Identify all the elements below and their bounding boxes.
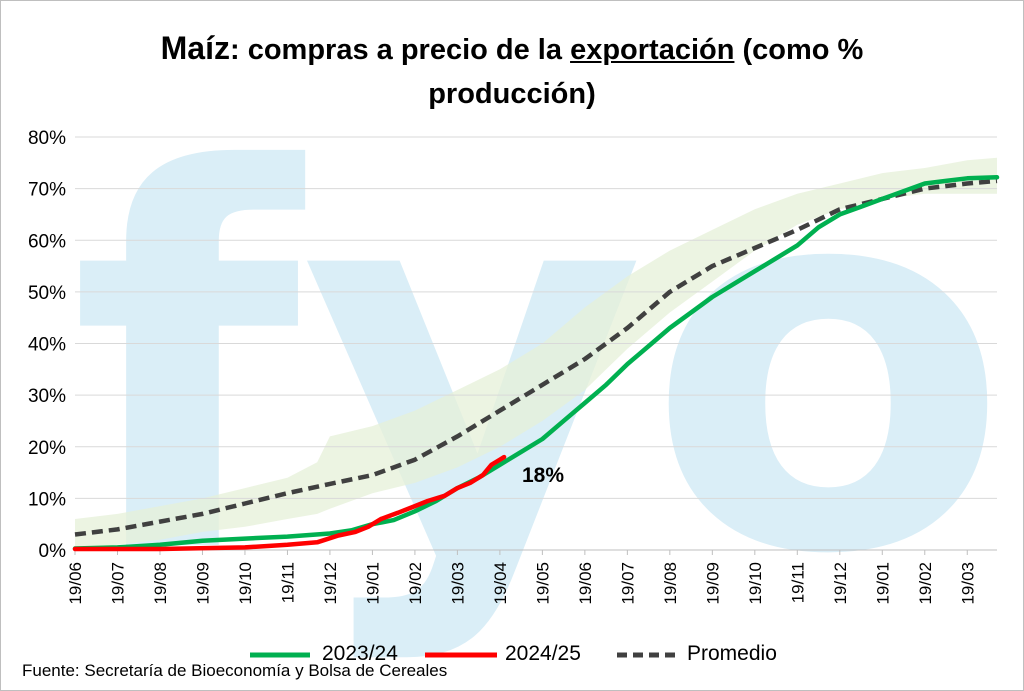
- x-tick-label: 19/12: [831, 562, 850, 605]
- legend-swatch-2023-24: [250, 652, 310, 658]
- y-tick-label: 70%: [28, 180, 66, 201]
- x-tick-label: 19/07: [618, 562, 637, 605]
- annotation-label: 18%: [522, 464, 564, 487]
- y-tick-label: 20%: [28, 438, 66, 459]
- title-part-4: (como %: [734, 34, 864, 66]
- series-lines: [72, 175, 1000, 552]
- x-tick-label: 19/09: [703, 562, 722, 605]
- title-part-3: exportación: [570, 34, 735, 66]
- x-tick-label: 19/10: [236, 562, 255, 605]
- chart-title: Maíz: compras a precio de la exportación…: [0, 26, 1024, 116]
- x-tick-label: 19/12: [321, 562, 340, 605]
- title-part-1: Maíz: [160, 30, 230, 66]
- y-tick-label: 80%: [28, 128, 66, 149]
- y-tick-label: 60%: [28, 231, 66, 252]
- x-tick-label: 19/08: [661, 562, 680, 605]
- x-tick-label: 19/03: [448, 562, 467, 605]
- x-tick-label: 19/08: [151, 562, 170, 605]
- legend-swatch-promedio: [617, 652, 675, 658]
- y-tick-label: 30%: [28, 386, 66, 407]
- legend-label-promedio: Promedio: [687, 642, 777, 665]
- annotations: 18%: [522, 464, 564, 487]
- y-tick-label: 10%: [28, 489, 66, 510]
- gridlines: [75, 136, 997, 551]
- x-tick-label: 19/02: [916, 562, 935, 605]
- x-tick-label: 19/05: [533, 562, 552, 605]
- legend-swatch-2024-25: [425, 652, 497, 658]
- x-tick-label: 19/03: [958, 562, 977, 605]
- x-tick-label: 19/02: [406, 562, 425, 605]
- x-tick-label: 19/10: [746, 562, 765, 605]
- series-line-2024-25: [72, 454, 507, 552]
- source-note: Fuente: Secretaría de Bioeconomía y Bols…: [22, 661, 448, 680]
- x-tick-label: 19/09: [193, 562, 212, 605]
- band-area: [75, 157, 997, 550]
- title-part-2: : compras a precio de la: [229, 34, 571, 66]
- x-tick-label: 19/07: [108, 562, 127, 605]
- legend: 2023/24 2024/25 Promedio: [0, 641, 1024, 669]
- series-line-promedio: [74, 178, 998, 537]
- y-axis-ticks: 0% 10% 20% 30% 40% 50% 60% 70% 80%: [28, 128, 66, 562]
- x-tick-label: 19/11: [788, 562, 807, 603]
- x-tick-label: 19/11: [278, 562, 297, 603]
- x-tick-label: 19/01: [873, 562, 892, 605]
- range-band: [75, 157, 997, 550]
- title-line-2: producción): [428, 78, 596, 110]
- x-axis-ticks: 19/06 19/07 19/08 19/09 19/10 19/11 19/12 19/01…: [66, 550, 977, 605]
- x-tick-label: 19/06: [576, 562, 595, 605]
- series-line-2023-24: [72, 175, 1000, 551]
- y-tick-label: 0%: [39, 541, 67, 562]
- legend-label-2023-24: 2023/24: [322, 642, 398, 665]
- y-tick-label: 50%: [28, 283, 66, 304]
- x-tick-label: 19/06: [66, 562, 85, 605]
- legend-label-2024-25: 2024/25: [505, 642, 581, 665]
- y-tick-label: 40%: [28, 335, 66, 356]
- x-tick-label: 19/04: [491, 562, 510, 605]
- x-tick-label: 19/01: [363, 562, 382, 605]
